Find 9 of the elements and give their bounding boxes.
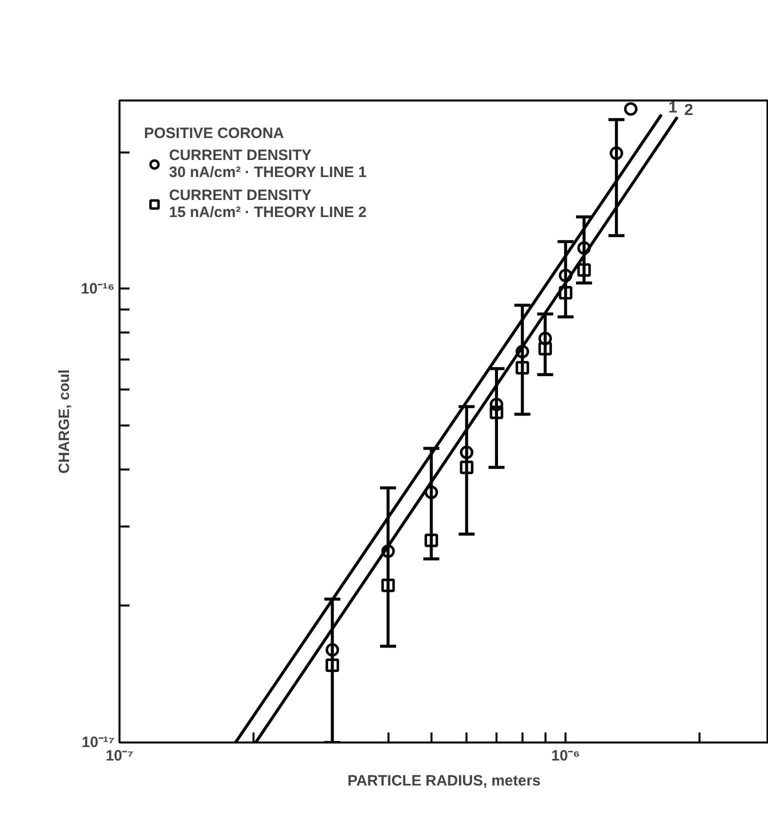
x-tick-label: 10⁻⁶ [551, 748, 580, 764]
legend-title: POSITIVE CORONA [144, 125, 286, 142]
y-axis-title: CHARGE, coul [56, 369, 73, 474]
annotation: 1 [668, 100, 678, 117]
annotation: 2 [684, 102, 694, 120]
y-tick-label: 10⁻¹⁶ [80, 280, 115, 298]
legend-label: CURRENT DENSITY 15 nA/cm² · THEORY LINE 2 [169, 187, 367, 221]
x-axis-title: PARTICLE RADIUS, meters [347, 772, 541, 790]
legend-label: CURRENT DENSITY 30 nA/cm² · THEORY LINE 1 [169, 147, 367, 181]
